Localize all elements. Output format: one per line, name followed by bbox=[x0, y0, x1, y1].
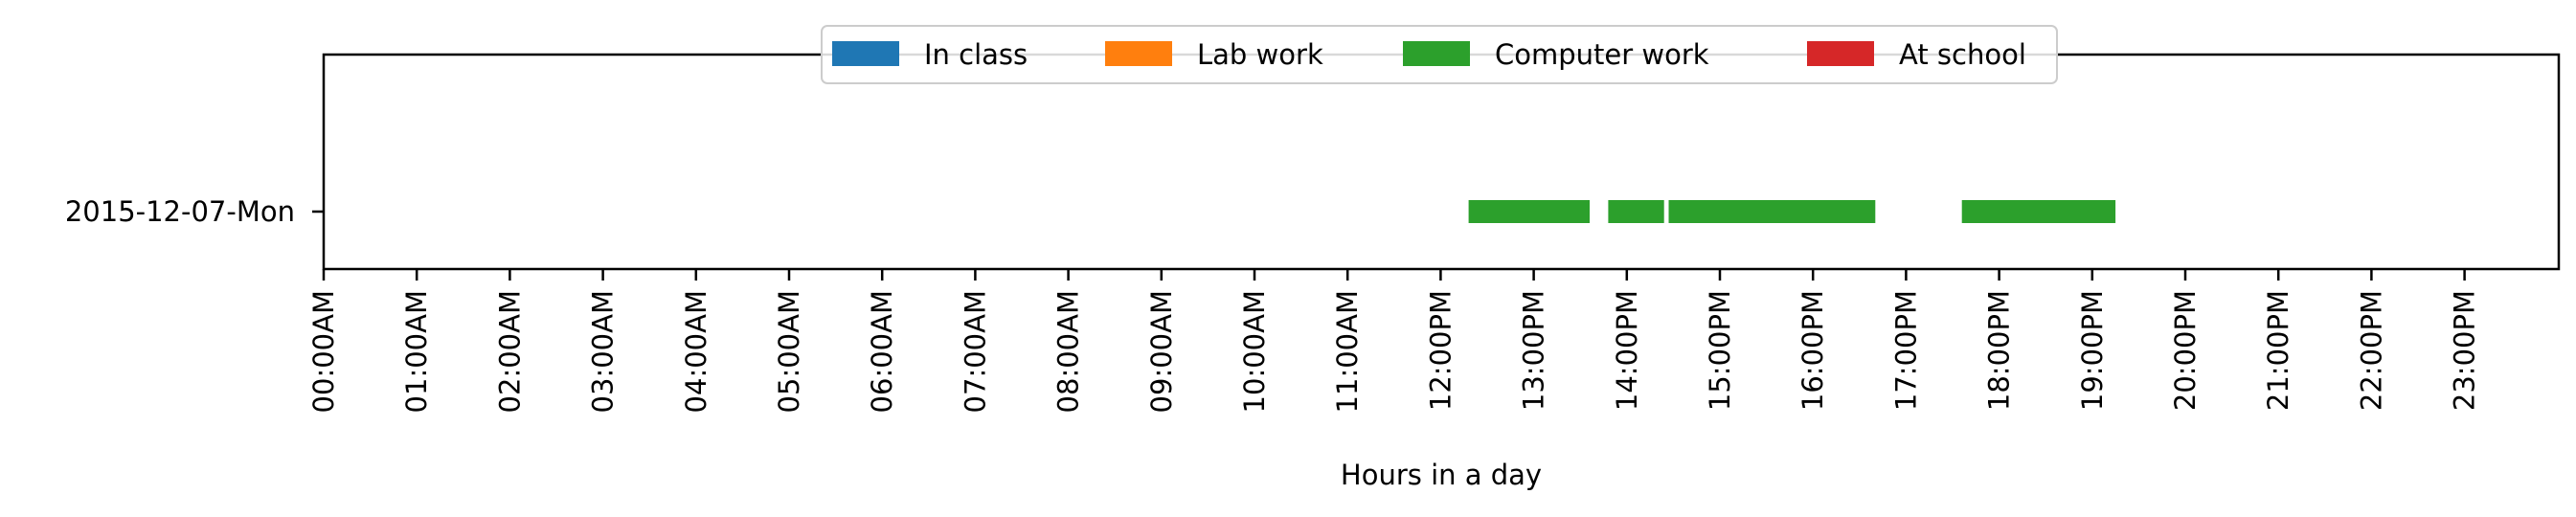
y-axis: 2015-12-07-Mon bbox=[65, 195, 324, 228]
x-tick-label: 03:00AM bbox=[587, 290, 620, 413]
x-tick-label: 14:00PM bbox=[1611, 290, 1643, 411]
x-tick-label: 08:00AM bbox=[1052, 290, 1085, 413]
x-tick-label: 23:00PM bbox=[2449, 290, 2481, 411]
x-tick-label: 13:00PM bbox=[1518, 290, 1550, 411]
x-tick-label: 06:00AM bbox=[866, 290, 898, 413]
legend-swatch bbox=[1105, 41, 1172, 66]
legend-swatch bbox=[832, 41, 899, 66]
y-tick-label: 2015-12-07-Mon bbox=[65, 195, 295, 228]
bar-layer bbox=[1468, 200, 2116, 223]
x-tick-label: 12:00PM bbox=[1424, 290, 1457, 411]
plot-area bbox=[324, 55, 2559, 269]
legend-label: Lab work bbox=[1197, 38, 1323, 71]
x-tick-label: 16:00PM bbox=[1796, 290, 1829, 411]
legend-label: Computer work bbox=[1495, 38, 1709, 71]
computer-work-bar bbox=[1608, 200, 1664, 223]
x-tick-label: 11:00AM bbox=[1331, 290, 1364, 413]
x-tick-label: 00:00AM bbox=[307, 290, 340, 413]
x-tick-label: 21:00PM bbox=[2262, 290, 2294, 411]
computer-work-bar bbox=[1668, 200, 1876, 223]
x-tick-label: 19:00PM bbox=[2076, 290, 2109, 411]
legend-swatch bbox=[1807, 41, 1874, 66]
legend-swatch bbox=[1403, 41, 1470, 66]
computer-work-bar bbox=[1961, 200, 2116, 223]
x-tick-label: 02:00AM bbox=[493, 290, 526, 413]
x-tick-label: 04:00AM bbox=[680, 290, 712, 413]
x-tick-label: 10:00AM bbox=[1238, 290, 1271, 413]
legend-label: At school bbox=[1899, 38, 2026, 71]
x-tick-label: 15:00PM bbox=[1704, 290, 1736, 411]
x-tick-label: 22:00PM bbox=[2355, 290, 2387, 411]
x-tick-label: 20:00PM bbox=[2169, 290, 2202, 411]
x-tick-label: 18:00PM bbox=[1983, 290, 2016, 411]
x-tick-label: 01:00AM bbox=[400, 290, 433, 413]
x-tick-label: 05:00AM bbox=[773, 290, 805, 413]
x-tick-label: 09:00AM bbox=[1145, 290, 1178, 413]
x-axis-label: Hours in a day bbox=[1341, 459, 1542, 491]
legend-label: In class bbox=[924, 38, 1028, 71]
x-tick-label: 07:00AM bbox=[959, 290, 991, 413]
x-tick-label: 17:00PM bbox=[1889, 290, 1922, 411]
computer-work-bar bbox=[1468, 200, 1590, 223]
legend: In class Lab work Computer work At school bbox=[821, 25, 2058, 84]
x-axis: 00:00AM 01:00AM 02:00AM 03:00AM 04:00AM 05:00… bbox=[307, 269, 2481, 413]
